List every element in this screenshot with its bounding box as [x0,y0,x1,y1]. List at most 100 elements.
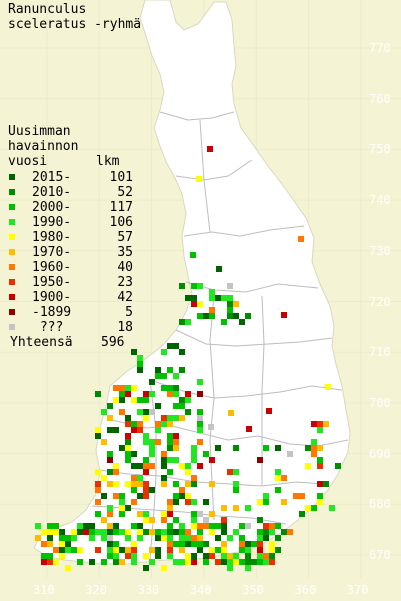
observation-square [233,445,239,451]
observation-square [233,553,239,559]
observation-square [65,541,71,547]
observation-square [257,559,263,565]
observation-square [167,541,173,547]
observation-square [317,427,323,433]
observation-square [47,529,53,535]
observation-square [221,523,227,529]
legend-swatch [9,174,15,180]
observation-square [143,493,149,499]
observation-square [173,517,179,523]
observation-square [257,541,263,547]
legend-item-count: 5 [125,305,133,320]
legend-item: 2000- 117 [8,200,133,215]
observation-square [77,529,83,535]
legend-swatch [9,189,15,195]
observation-square [311,439,317,445]
observation-square [311,505,317,511]
observation-square [281,529,287,535]
observation-square [179,493,185,499]
legend-item: -1899 5 [8,305,133,320]
observation-square [101,529,107,535]
observation-square [113,385,119,391]
legend-item-label: 2010- [32,185,72,200]
legend-item-label: ??? [32,320,64,335]
observation-square [197,409,203,415]
observation-square [155,529,161,535]
observation-square [263,499,269,505]
observation-square [179,559,185,565]
observation-square [209,295,215,301]
observation-square [167,505,173,511]
legend-item-count: 23 [117,275,133,290]
observation-square [257,553,263,559]
observation-square [207,146,213,152]
observation-square [191,301,197,307]
observation-square [107,415,113,421]
observation-square [197,427,203,433]
observation-square [167,433,173,439]
observation-square [161,385,167,391]
observation-square [185,391,191,397]
observation-square [113,523,119,529]
observation-square [185,319,191,325]
observation-square [161,457,167,463]
observation-square [269,547,275,553]
legend-col-year: vuosi [8,154,48,169]
observation-square [53,523,59,529]
observation-square [281,312,287,318]
observation-square [89,523,95,529]
observation-square [137,481,143,487]
observation-square [245,553,251,559]
observation-square [107,541,113,547]
legend-swatch [9,249,15,255]
observation-square [113,493,119,499]
observation-square [161,481,167,487]
y-axis-label: 690 [369,446,391,461]
legend-item-label: -1899 [32,305,72,320]
observation-square [71,529,77,535]
legend-total-label: Yhteensä [10,335,73,350]
observation-square [119,445,125,451]
observation-square [239,535,245,541]
observation-square [203,313,209,319]
observation-square [149,439,155,445]
observation-square [257,517,263,523]
observation-square [149,547,155,553]
legend-item-count: 18 [117,320,133,335]
observation-square [233,487,239,493]
observation-square [215,445,221,451]
observation-square [263,493,269,499]
observation-square [239,559,245,565]
observation-square [227,469,233,475]
observation-square [161,415,167,421]
legend-item-label: 1990- [32,215,72,230]
legend-item: 1980- 57 [8,230,133,245]
observation-square [275,523,281,529]
observation-square [107,451,113,457]
observation-square [275,547,281,553]
observation-square [209,457,215,463]
observation-square [191,511,197,517]
observation-square [167,535,173,541]
observation-square [191,523,197,529]
observation-square [107,547,113,553]
observation-square [228,410,234,416]
legend-item: 2015- 101 [8,170,133,185]
observation-square [167,391,173,397]
observation-square [113,529,119,535]
observation-square [221,505,227,511]
observation-square [317,481,323,487]
x-axis-label: 340 [189,583,212,597]
observation-square [149,409,155,415]
observation-square [329,505,335,511]
observation-square [137,367,143,373]
observation-square [246,426,252,432]
observation-square [173,445,179,451]
observation-square [161,421,167,427]
observation-square [155,373,161,379]
observation-square [95,487,101,493]
observation-square [191,475,197,481]
observation-square [269,529,275,535]
y-axis-label: 670 [369,548,391,562]
